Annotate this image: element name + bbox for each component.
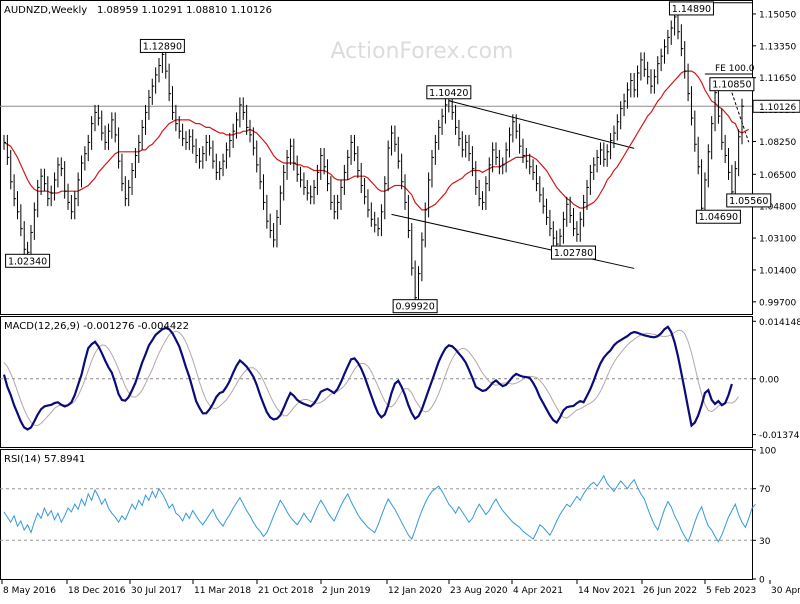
price-annotation-label: 1.10420 — [429, 88, 468, 99]
price-tick-label: 1.13350 — [759, 42, 796, 52]
price-tick-label: 1.01400 — [759, 266, 796, 276]
x-tick-label: 12 Jan 2020 — [388, 586, 442, 596]
price-tick-label: 1.08250 — [759, 138, 796, 148]
price-annotation-label: 0.99920 — [395, 302, 434, 313]
price-annotation-box — [5, 253, 51, 268]
symbol-header: AUDNZD,Weekly — [4, 5, 87, 16]
trendline — [448, 100, 635, 149]
rsi-line — [3, 474, 756, 543]
price-tick-label: 1.04800 — [759, 203, 796, 213]
moving-average — [3, 70, 749, 211]
price-annotation-label: 1.10850 — [712, 80, 751, 91]
x-tick-label: 2 Jun 2019 — [322, 586, 371, 596]
x-axis: 8 May 2016 18 Dec 2016 30 Jul 2017 11 Mar 2… — [1, 580, 800, 596]
macd-series — [2, 325, 740, 431]
price-panel — [0, 0, 753, 315]
price-annotation-box — [695, 209, 741, 224]
price-annotation-box — [426, 85, 472, 100]
trendline — [731, 92, 750, 143]
price-annotation-box — [668, 1, 714, 16]
rsi-y-axis: 100 70 30 0 — [0, 447, 776, 586]
x-tick-label: 21 Oct 2018 — [258, 586, 314, 596]
rsi-tick-label: 0 — [759, 576, 765, 586]
x-tick-label: 14 Nov 2021 — [578, 586, 636, 596]
price-tick-label: 1.03100 — [759, 235, 796, 245]
rsi-series — [3, 474, 756, 543]
rsi-tick-label: 30 — [759, 537, 771, 547]
price-annotation-box — [726, 193, 772, 208]
rsi-panel — [0, 449, 753, 580]
price-annotation-label: 1.02340 — [8, 256, 47, 267]
macd-title: MACD(12,26,9) -0.001276 -0.004422 — [4, 321, 189, 332]
price-tick-label: 0.99700 — [759, 298, 796, 308]
price-annotations: 1.02340 1.12890 0.99920 1.10420 1.02780 1.148… — [5, 1, 772, 314]
price-annotation-label: 1.02780 — [554, 248, 593, 259]
rsi-title: RSI(14) 57.8941 — [4, 454, 85, 465]
x-tick-label: 30 Jul 2017 — [131, 586, 182, 596]
x-tick-label: 4 Apr 2021 — [513, 586, 563, 596]
current-price-tag — [752, 99, 800, 113]
moving-average-line — [3, 70, 749, 211]
price-y-axis: 1.150501.133501.116501.099501.082501.065… — [752, 10, 800, 308]
macd-line — [2, 325, 733, 431]
macd-tick-label: 0.00 — [759, 375, 779, 385]
rsi-tick-label: 100 — [759, 447, 776, 457]
price-annotation-label: 1.04690 — [699, 212, 738, 223]
price-tick-label: 1.11650 — [759, 74, 796, 84]
price-annotation-box — [139, 38, 185, 53]
x-tick-label: 26 Jun 2022 — [643, 586, 697, 596]
x-tick-label: 8 May 2016 — [3, 586, 56, 596]
macd-signal-line — [3, 329, 740, 427]
fe-label: FE 100.0 — [715, 64, 755, 74]
price-annotation-box — [709, 77, 755, 92]
rsi-tick-label: 70 — [759, 485, 771, 495]
x-tick-label: 18 Dec 2016 — [68, 586, 126, 596]
watermark: ActionForex.com — [331, 39, 514, 64]
x-tick-label: 11 Mar 2018 — [194, 586, 251, 596]
macd-y-axis: 0.014148 0.00 -0.013743 — [0, 318, 800, 441]
price-series — [3, 9, 744, 306]
x-tick-label: 30 Apr 2023 — [771, 586, 800, 596]
price-tick-label: 1.06500 — [759, 171, 796, 181]
macd-panel — [0, 316, 753, 448]
price-annotation-box — [392, 299, 438, 314]
price-annotation-label: 1.14890 — [672, 4, 711, 15]
price-annotation-label: 1.05560 — [729, 196, 768, 207]
trendline — [391, 213, 635, 269]
macd-tick-label: 0.014148 — [759, 318, 800, 328]
price-annotation-box — [551, 245, 597, 260]
x-tick-label: 23 Aug 2020 — [450, 586, 508, 596]
current-price-label: 1.10126 — [759, 103, 796, 113]
price-annotation-label: 1.12890 — [143, 41, 182, 52]
ohlc-header: 1.08959 1.10291 1.08810 1.10126 — [97, 5, 272, 16]
x-tick-label: 5 Feb 2023 — [706, 586, 756, 596]
price-tick-label: 1.15050 — [759, 10, 796, 20]
macd-tick-label: -0.013743 — [759, 431, 800, 441]
